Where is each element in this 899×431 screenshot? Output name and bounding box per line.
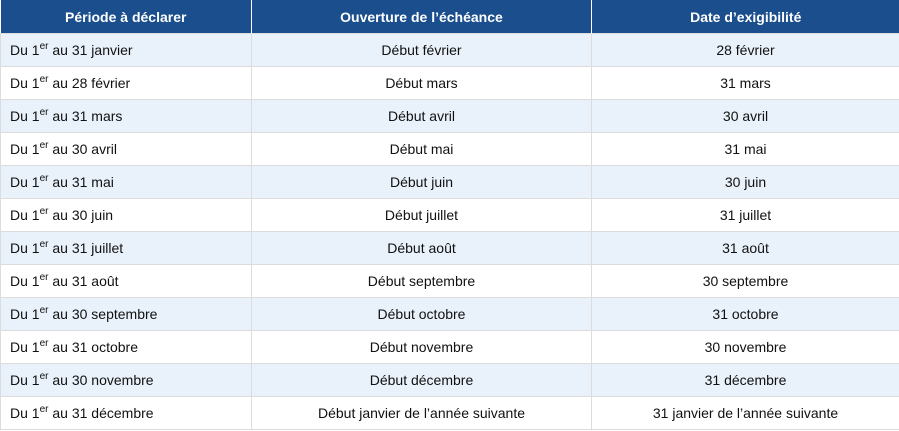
header-exigibilite: Date d’exigibilité xyxy=(591,0,899,34)
periode-superscript: er xyxy=(39,173,49,184)
cell-periode: Du 1er au 31 mars xyxy=(0,99,252,133)
periode-prefix: Du 1 xyxy=(10,75,40,91)
periode-prefix: Du 1 xyxy=(10,405,40,421)
cell-ouverture: Début février xyxy=(251,33,592,67)
cell-periode: Du 1er au 30 novembre xyxy=(0,363,252,397)
periode-suffix: au 31 juillet xyxy=(48,240,124,256)
periode-suffix: au 31 mai xyxy=(48,174,114,190)
periode-suffix: au 30 juin xyxy=(48,207,114,223)
table-row: Du 1er au 31 juillet Début août 31 août xyxy=(0,231,899,265)
periode-superscript: er xyxy=(39,272,49,283)
cell-periode: Du 1er au 30 avril xyxy=(0,132,252,166)
cell-exigibilite: 30 avril xyxy=(591,99,899,133)
periode-prefix: Du 1 xyxy=(10,174,40,190)
cell-periode: Du 1er au 28 février xyxy=(0,66,252,100)
periode-superscript: er xyxy=(39,305,49,316)
periode-superscript: er xyxy=(39,107,49,118)
cell-periode: Du 1er au 31 octobre xyxy=(0,330,252,364)
periode-suffix: au 31 octobre xyxy=(48,339,138,355)
header-ouverture: Ouverture de l’échéance xyxy=(251,0,592,34)
cell-exigibilite: 31 juillet xyxy=(591,198,899,232)
cell-periode: Du 1er au 30 septembre xyxy=(0,297,252,331)
table-row: Du 1er au 30 novembre Début décembre 31 dé… xyxy=(0,363,899,397)
cell-ouverture: Début juillet xyxy=(251,198,592,232)
periode-prefix: Du 1 xyxy=(10,108,40,124)
table-row: Du 1er au 28 février Début mars 31 mars xyxy=(0,66,899,100)
periode-prefix: Du 1 xyxy=(10,141,40,157)
periode-prefix: Du 1 xyxy=(10,372,40,388)
cell-exigibilite: 31 mai xyxy=(591,132,899,166)
periode-prefix: Du 1 xyxy=(10,339,40,355)
cell-ouverture: Début mai xyxy=(251,132,592,166)
table-row: Du 1er au 31 octobre Début novembre 30 nov… xyxy=(0,330,899,364)
cell-ouverture: Début juin xyxy=(251,165,592,199)
periode-superscript: er xyxy=(39,338,49,349)
table-row: Du 1er au 31 août Début septembre 30 septe… xyxy=(0,264,899,298)
cell-periode: Du 1er au 31 janvier xyxy=(0,33,252,67)
periode-suffix: au 31 août xyxy=(48,273,119,289)
cell-periode: Du 1er au 31 août xyxy=(0,264,252,298)
cell-ouverture: Début avril xyxy=(251,99,592,133)
cell-ouverture: Début septembre xyxy=(251,264,592,298)
header-periode: Période à déclarer xyxy=(0,0,252,34)
periode-prefix: Du 1 xyxy=(10,42,40,58)
periode-superscript: er xyxy=(39,371,49,382)
periode-prefix: Du 1 xyxy=(10,207,40,223)
table-row: Du 1er au 31 janvier Début février 28 févr… xyxy=(0,33,899,67)
periode-suffix: au 30 novembre xyxy=(48,372,154,388)
periode-prefix: Du 1 xyxy=(10,306,40,322)
cell-exigibilite: 30 septembre xyxy=(591,264,899,298)
periode-superscript: er xyxy=(39,239,49,250)
header-row: Période à déclarer Ouverture de l’échéan… xyxy=(0,0,899,34)
table-row: Du 1er au 30 avril Début mai 31 mai xyxy=(0,132,899,166)
cell-periode: Du 1er au 30 juin xyxy=(0,198,252,232)
cell-exigibilite: 31 mars xyxy=(591,66,899,100)
cell-periode: Du 1er au 31 juillet xyxy=(0,231,252,265)
cell-exigibilite: 30 novembre xyxy=(591,330,899,364)
cell-periode: Du 1er au 31 mai xyxy=(0,165,252,199)
periode-superscript: er xyxy=(39,74,49,85)
periode-suffix: au 31 mars xyxy=(48,108,123,124)
periode-superscript: er xyxy=(39,206,49,217)
periode-suffix: au 30 septembre xyxy=(48,306,158,322)
cell-ouverture: Début janvier de l’année suivante xyxy=(251,396,592,430)
periode-prefix: Du 1 xyxy=(10,273,40,289)
periode-prefix: Du 1 xyxy=(10,240,40,256)
periode-superscript: er xyxy=(39,140,49,151)
table-header: Période à déclarer Ouverture de l’échéan… xyxy=(0,0,899,34)
periode-superscript: er xyxy=(39,41,49,52)
periode-suffix: au 30 avril xyxy=(48,141,117,157)
cell-periode: Du 1er au 31 décembre xyxy=(0,396,252,430)
cell-ouverture: Début novembre xyxy=(251,330,592,364)
cell-exigibilite: 31 janvier de l’année suivante xyxy=(591,396,899,430)
table-row: Du 1er au 30 septembre Début octobre 31 oc… xyxy=(0,297,899,331)
cell-exigibilite: 30 juin xyxy=(591,165,899,199)
cell-ouverture: Début mars xyxy=(251,66,592,100)
table-row: Du 1er au 31 mars Début avril 30 avril xyxy=(0,99,899,133)
table-body: Du 1er au 31 janvier Début février 28 févr… xyxy=(0,33,899,430)
cell-exigibilite: 31 août xyxy=(591,231,899,265)
table-row: Du 1er au 31 décembre Début janvier de l’… xyxy=(0,396,899,430)
cell-exigibilite: 31 octobre xyxy=(591,297,899,331)
cell-ouverture: Début décembre xyxy=(251,363,592,397)
periode-suffix: au 31 décembre xyxy=(48,405,154,421)
periode-suffix: au 28 février xyxy=(48,75,131,91)
table-row: Du 1er au 30 juin Début juillet 31 juillet xyxy=(0,198,899,232)
cell-ouverture: Début octobre xyxy=(251,297,592,331)
cell-exigibilite: 28 février xyxy=(591,33,899,67)
cell-ouverture: Début août xyxy=(251,231,592,265)
periode-suffix: au 31 janvier xyxy=(48,42,133,58)
cell-exigibilite: 31 décembre xyxy=(591,363,899,397)
table-row: Du 1er au 31 mai Début juin 30 juin xyxy=(0,165,899,199)
periode-superscript: er xyxy=(39,404,49,415)
